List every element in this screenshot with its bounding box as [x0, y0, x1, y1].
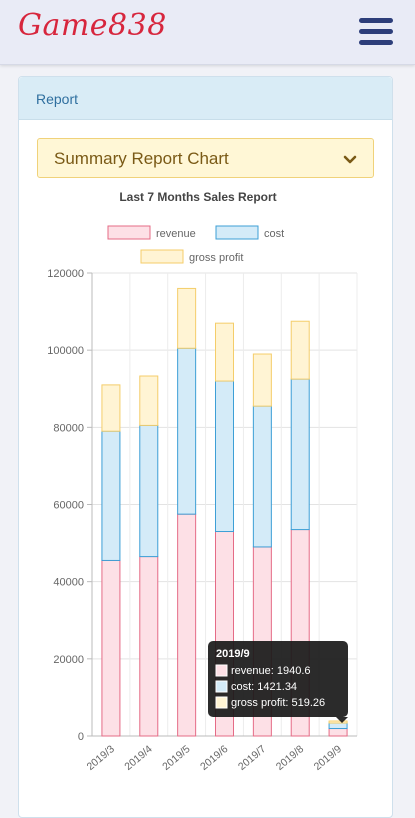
- tooltip-title: 2019/9: [216, 648, 250, 660]
- legend-label-1: cost: [264, 228, 284, 240]
- legend-label-2: gross profit: [189, 252, 243, 264]
- tooltip-line-2: gross profit: 519.26: [231, 697, 325, 709]
- tooltip-line-1: cost: 1421.34: [231, 681, 297, 693]
- bar-2019-5-gross-profit[interactable]: [177, 287, 197, 349]
- tooltip-caret: [336, 717, 348, 723]
- legend-label-0: revenue: [156, 228, 196, 240]
- legend-swatch-1[interactable]: [215, 225, 259, 240]
- hamburger-menu-icon[interactable]: [359, 18, 393, 46]
- bar-2019-8-gross-profit[interactable]: [290, 320, 310, 380]
- bar-2019-6-gross-profit[interactable]: [215, 322, 234, 382]
- bar-2019-7-gross-profit[interactable]: [252, 353, 272, 407]
- x-tick-label: 2019/7: [236, 743, 268, 773]
- x-tick-label: 2019/4: [122, 743, 154, 773]
- y-tick-label: 20000: [53, 654, 84, 666]
- bar-2019-3-revenue[interactable]: [101, 559, 121, 737]
- x-tick-label: 2019/3: [85, 743, 117, 773]
- legend-swatch-2[interactable]: [140, 249, 184, 264]
- x-tick-label: 2019/9: [312, 743, 344, 773]
- select-label: Summary Report Chart: [54, 149, 229, 168]
- bar-2019-8-cost[interactable]: [290, 378, 310, 531]
- y-tick-label: 80000: [53, 422, 84, 434]
- chart-title: Last 7 Months Sales Report: [119, 190, 276, 204]
- tooltip-line-0: revenue: 1940.6: [231, 665, 311, 677]
- bar-2019-3-cost[interactable]: [101, 430, 121, 561]
- chevron-down-icon: [343, 155, 357, 164]
- bar-2019-5-cost[interactable]: [177, 347, 197, 515]
- panel-title: Report: [36, 91, 79, 107]
- x-tick-label: 2019/5: [160, 743, 192, 773]
- y-tick-label: 60000: [53, 500, 84, 512]
- y-tick-label: 40000: [53, 577, 84, 589]
- report-type-select[interactable]: Summary Report Chart: [37, 138, 374, 178]
- bar-2019-7-cost[interactable]: [252, 405, 272, 548]
- site-logo[interactable]: Game838: [18, 8, 167, 43]
- tooltip-swatch-1: [215, 680, 228, 693]
- tooltip-swatch-0: [215, 664, 228, 677]
- bar-2019-6-cost[interactable]: [215, 380, 234, 533]
- bar-2019-4-gross-profit[interactable]: [139, 375, 159, 426]
- tooltip-swatch-2: [215, 696, 228, 709]
- tooltip-box: [208, 641, 348, 717]
- bar-2019-3-gross-profit[interactable]: [101, 384, 121, 432]
- bar-2019-4-revenue[interactable]: [139, 556, 159, 737]
- legend-swatch-0[interactable]: [107, 225, 151, 240]
- panel-header: Report: [19, 77, 392, 120]
- top-bar: Game838: [0, 0, 415, 65]
- bar-2019-4-cost[interactable]: [139, 424, 159, 558]
- x-tick-label: 2019/8: [274, 743, 306, 773]
- bar-2019-9-gross-profit[interactable]: [328, 720, 348, 724]
- bar-2019-9-cost[interactable]: [328, 722, 348, 730]
- y-tick-label: 120000: [47, 268, 84, 280]
- y-tick-label: 0: [78, 731, 84, 743]
- y-tick-label: 100000: [47, 345, 84, 357]
- bar-2019-9-revenue[interactable]: [328, 728, 348, 737]
- bar-2019-5-revenue[interactable]: [177, 513, 197, 737]
- x-tick-label: 2019/6: [198, 743, 230, 773]
- sales-chart[interactable]: Last 7 Months Sales Report revenue cost gro…: [0, 0, 415, 800]
